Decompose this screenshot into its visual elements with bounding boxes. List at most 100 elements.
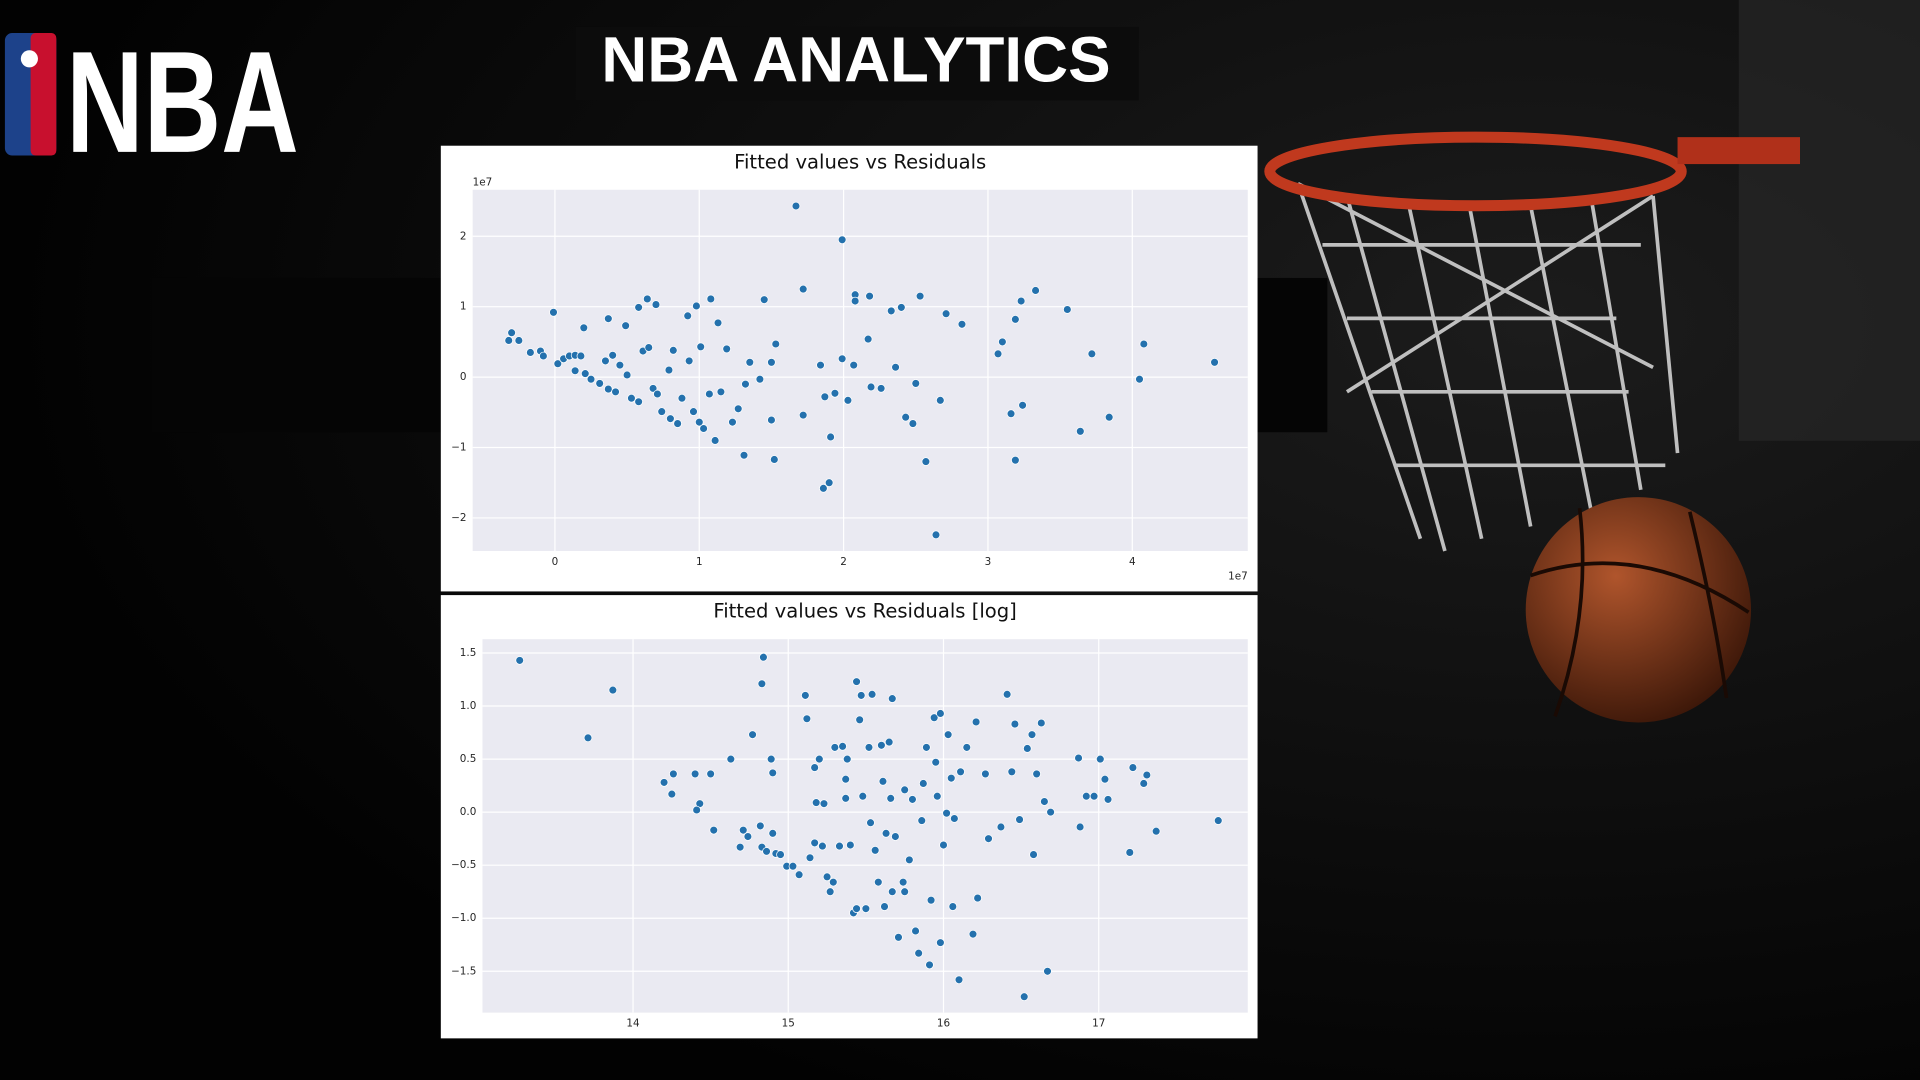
point <box>651 300 661 309</box>
point <box>738 825 748 835</box>
point <box>867 690 877 699</box>
point <box>1139 779 1149 788</box>
point <box>611 387 620 397</box>
point <box>884 737 894 747</box>
point <box>843 396 853 405</box>
point <box>962 743 972 752</box>
point <box>580 369 590 378</box>
point <box>648 384 658 393</box>
point <box>886 306 896 316</box>
point <box>828 877 838 887</box>
point <box>722 344 731 354</box>
point <box>815 754 824 764</box>
point <box>898 877 908 887</box>
point <box>984 834 993 843</box>
point <box>866 818 875 828</box>
point <box>887 694 897 703</box>
point <box>669 769 678 779</box>
point <box>826 432 835 442</box>
point <box>728 417 737 427</box>
point <box>921 457 931 466</box>
y-tick-label: −2 <box>451 512 466 524</box>
point <box>830 743 840 752</box>
point <box>1128 763 1138 772</box>
point <box>1011 455 1020 465</box>
point <box>911 379 921 388</box>
point <box>1074 753 1083 763</box>
x-tick-label: 15 <box>782 1018 795 1030</box>
point <box>1007 767 1017 777</box>
point <box>894 933 903 942</box>
point <box>802 714 812 724</box>
point <box>957 320 967 329</box>
point <box>570 366 580 376</box>
point <box>604 314 613 323</box>
point <box>668 346 678 355</box>
point <box>1023 744 1032 753</box>
point <box>798 410 808 420</box>
point <box>788 861 798 871</box>
point <box>956 767 965 777</box>
point <box>586 374 596 384</box>
point <box>1125 848 1135 857</box>
point <box>794 870 804 880</box>
point <box>819 484 828 493</box>
point <box>705 389 714 399</box>
point <box>759 295 769 304</box>
point <box>822 872 832 882</box>
logo-text: NBA <box>66 21 299 183</box>
point <box>504 336 514 345</box>
y-tick-label: 0.0 <box>460 806 477 818</box>
point <box>1040 797 1049 806</box>
point <box>583 733 593 743</box>
point <box>818 841 827 851</box>
point <box>515 656 524 665</box>
point <box>825 887 835 896</box>
point <box>864 743 874 752</box>
point <box>733 404 743 414</box>
point <box>858 791 868 801</box>
point <box>1032 769 1041 779</box>
point <box>677 393 687 403</box>
point <box>931 530 941 540</box>
point <box>914 948 923 958</box>
point <box>748 730 757 739</box>
point <box>768 768 778 778</box>
point <box>849 360 858 370</box>
point <box>950 814 959 823</box>
point <box>762 847 771 856</box>
point <box>735 842 745 852</box>
y-tick-label: 2 <box>460 230 467 242</box>
backboard <box>1738 0 1920 441</box>
point <box>900 785 909 795</box>
point <box>692 301 701 311</box>
point <box>931 757 941 767</box>
logo-badge-red <box>30 33 57 156</box>
point <box>905 855 914 865</box>
point <box>657 407 667 416</box>
point <box>911 926 920 936</box>
point <box>981 769 990 779</box>
x-offset-label: 1e7 <box>1228 571 1248 583</box>
point <box>621 321 630 330</box>
point <box>706 294 716 304</box>
point <box>1135 374 1144 384</box>
point <box>830 389 840 398</box>
point <box>971 717 981 727</box>
point <box>549 308 558 317</box>
point <box>726 754 736 764</box>
point <box>861 904 871 913</box>
point <box>1104 412 1114 422</box>
point <box>1103 795 1113 804</box>
point <box>767 358 776 367</box>
point <box>929 713 939 722</box>
point <box>908 795 917 804</box>
plot-area <box>472 189 1248 552</box>
point <box>891 362 900 372</box>
point <box>850 296 860 306</box>
point <box>690 769 700 779</box>
point <box>998 337 1007 347</box>
point <box>739 450 749 460</box>
chart-title: Fitted values vs Residuals [log] <box>713 600 1016 623</box>
point <box>791 201 801 211</box>
